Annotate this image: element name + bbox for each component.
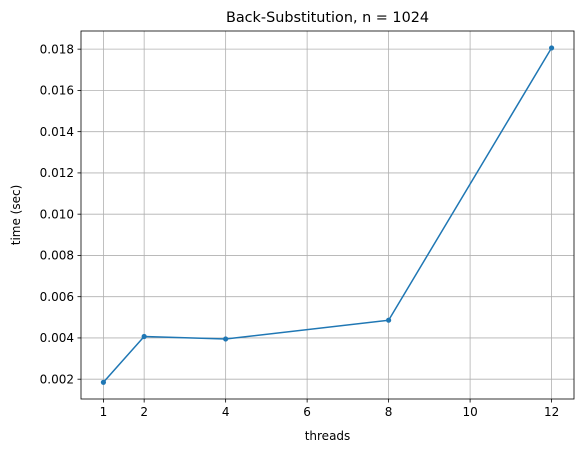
x-tick-label: 12 (544, 405, 559, 419)
x-tick-label: 4 (222, 405, 230, 419)
plot-frame (80, 30, 575, 400)
y-tick-label: 0.014 (40, 125, 74, 139)
data-point (223, 336, 229, 342)
series-line (102, 47, 553, 383)
y-tick-label: 0.002 (40, 372, 74, 386)
x-tick-label: 1 (100, 405, 108, 419)
data-point (141, 333, 147, 340)
x-tick-label: 8 (385, 405, 393, 419)
y-axis-label: time (sec) (9, 185, 23, 246)
y-tick-label: 0.010 (40, 207, 74, 221)
grid-lines (81, 31, 574, 399)
chart-title: Back-Substitution, n = 1024 (226, 10, 429, 26)
y-tick-label: 0.006 (40, 290, 74, 304)
x-tick-label: 2 (140, 405, 148, 419)
x-axis-label: threads (305, 429, 351, 443)
data-point (548, 45, 555, 51)
x-tick-label: 10 (462, 405, 477, 419)
x-axis: 1 2 4 6 8 10 12 (100, 399, 559, 419)
y-axis: 0.002 0.004 0.006 0.008 0.010 0.012 0.014 0.016… (40, 42, 81, 386)
data-point (386, 317, 392, 323)
y-tick-label: 0.004 (40, 331, 74, 345)
data-point (100, 379, 107, 385)
x-tick-label: 6 (303, 405, 311, 419)
series-layer (100, 45, 555, 385)
y-tick-label: 0.008 (40, 249, 74, 263)
y-tick-label: 0.012 (40, 166, 74, 180)
y-tick-label: 0.018 (40, 42, 74, 56)
y-tick-label: 0.016 (40, 84, 74, 98)
